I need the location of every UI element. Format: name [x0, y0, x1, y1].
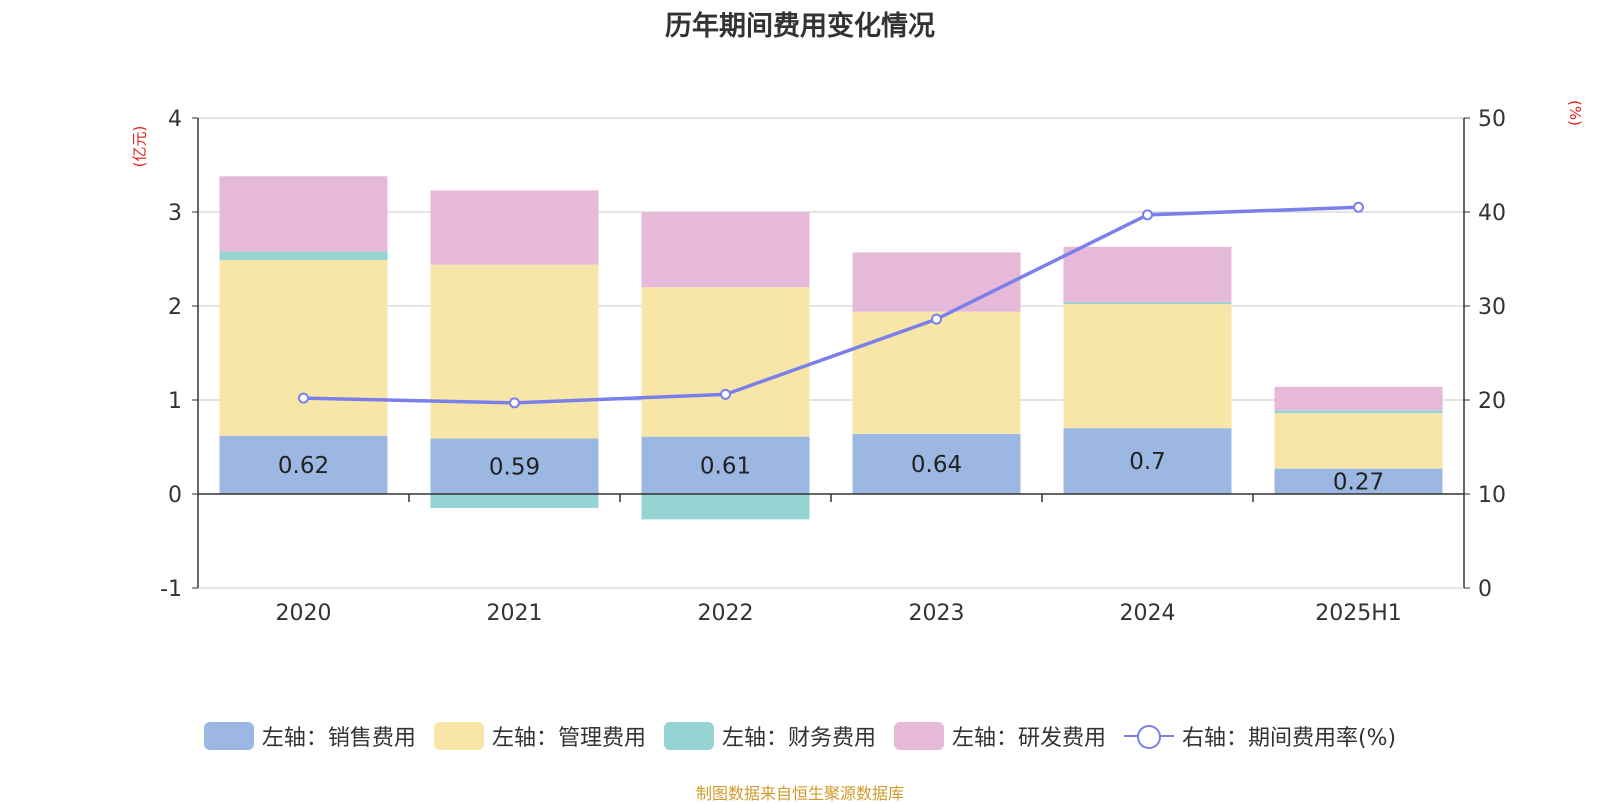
- right-axis-tick-label: 20: [1478, 389, 1506, 414]
- x-axis-tick-label: 2024: [1120, 601, 1176, 626]
- x-axis-tick-label: 2025H1: [1315, 601, 1402, 626]
- rate-point: [1142, 209, 1153, 221]
- right-axis-tick-label: 10: [1478, 483, 1506, 508]
- legend-swatch-sales: [203, 722, 254, 750]
- bar-segment-admin: [219, 259, 388, 436]
- bar-segment-admin: [430, 264, 599, 439]
- left-axis-tick-label: -1: [160, 577, 182, 602]
- legend-label-sales: 左轴：销售费用: [261, 726, 416, 751]
- bar-segment-rnd: [430, 190, 599, 265]
- left-axis-tick-label: 4: [168, 107, 182, 132]
- bar-data-label: 0.27: [1333, 469, 1384, 495]
- legend-item-rnd[interactable]: 左轴：研发费用: [893, 720, 1106, 752]
- legend-label-admin: 左轴：管理费用: [491, 726, 646, 751]
- bar-segment-finance: [219, 251, 388, 260]
- right-axis-tick-label: 0: [1478, 577, 1492, 602]
- bar-data-label: 0.62: [278, 453, 329, 479]
- bar-segment-rnd: [1063, 246, 1232, 303]
- bar-segment-admin: [641, 287, 810, 437]
- bar-segment-sales: [219, 435, 388, 494]
- bar-segment-admin: [1274, 413, 1443, 469]
- x-axis-tick-label: 2021: [487, 601, 543, 626]
- legend-label-finance: 左轴：财务费用: [721, 726, 876, 751]
- legend-label-rate: 右轴：期间费用率(%): [1181, 726, 1397, 751]
- legend-item-finance[interactable]: 左轴：财务费用: [663, 720, 876, 752]
- bar-segment-rnd: [1274, 386, 1443, 411]
- legend-item-sales[interactable]: 左轴：销售费用: [203, 720, 416, 752]
- legend-swatch-rnd: [893, 722, 944, 750]
- legend-swatch-finance: [663, 722, 714, 750]
- legend-item-admin[interactable]: 左轴：管理费用: [433, 720, 646, 752]
- left-axis-tick-label: 2: [168, 295, 182, 320]
- right-axis-tick-label: 40: [1478, 201, 1506, 226]
- bar-segment-rnd: [641, 212, 810, 288]
- rate-point: [931, 313, 942, 325]
- bar-segment-finance: [641, 494, 810, 520]
- rate-point: [1353, 201, 1364, 213]
- bar-segment-finance: [1274, 410, 1443, 414]
- data-source-note: 制图数据来自恒生聚源数据库: [695, 784, 904, 803]
- bar-data-label: 0.61: [700, 453, 751, 479]
- bar-segment-sales: [852, 433, 1021, 494]
- right-axis-tick-label: 30: [1478, 295, 1506, 320]
- bar-segment-sales: [1063, 428, 1232, 494]
- bar-segment-finance: [1063, 302, 1232, 305]
- left-axis-tick-label: 3: [168, 201, 182, 226]
- legend: 左轴：销售费用 左轴：管理费用 左轴：财务费用 左轴：研发费用 右轴：期间费用率…: [0, 720, 1600, 752]
- bar-segment-admin: [852, 311, 1021, 434]
- chart-title: 历年期间费用变化情况: [665, 11, 935, 42]
- bar-data-label: 0.7: [1129, 449, 1166, 475]
- x-axis-tick-label: 2023: [909, 601, 965, 626]
- legend-label-rnd: 左轴：研发费用: [951, 726, 1106, 751]
- legend-item-rate[interactable]: 右轴：期间费用率(%): [1123, 720, 1397, 752]
- bar-segment-admin: [1063, 304, 1232, 429]
- x-axis-tick-label: 2022: [698, 601, 754, 626]
- rate-point: [298, 392, 309, 404]
- chart-canvas: -101234010203040500.6220200.5920210.6120…: [160, 107, 1506, 626]
- left-axis-tick-label: 1: [168, 389, 182, 414]
- rate-point: [720, 388, 731, 400]
- bar-segment-rnd: [219, 176, 388, 252]
- legend-swatch-admin: [433, 722, 484, 750]
- right-axis-tick-label: 50: [1478, 107, 1506, 132]
- rate-line: [303, 205, 1359, 405]
- bar-segment-finance: [430, 494, 599, 509]
- bar-segment-sales: [430, 438, 599, 494]
- bar-segment-sales: [641, 436, 810, 494]
- bar-segment-sales: [1274, 468, 1443, 494]
- legend-swatch-rate: [1123, 722, 1174, 750]
- rate-point: [509, 397, 520, 409]
- bar-segment-rnd: [852, 252, 1021, 312]
- bar-data-label: 0.59: [489, 454, 540, 480]
- x-axis-tick-label: 2020: [276, 601, 332, 626]
- bar-data-label: 0.64: [911, 452, 962, 478]
- left-axis-tick-label: 0: [168, 483, 182, 508]
